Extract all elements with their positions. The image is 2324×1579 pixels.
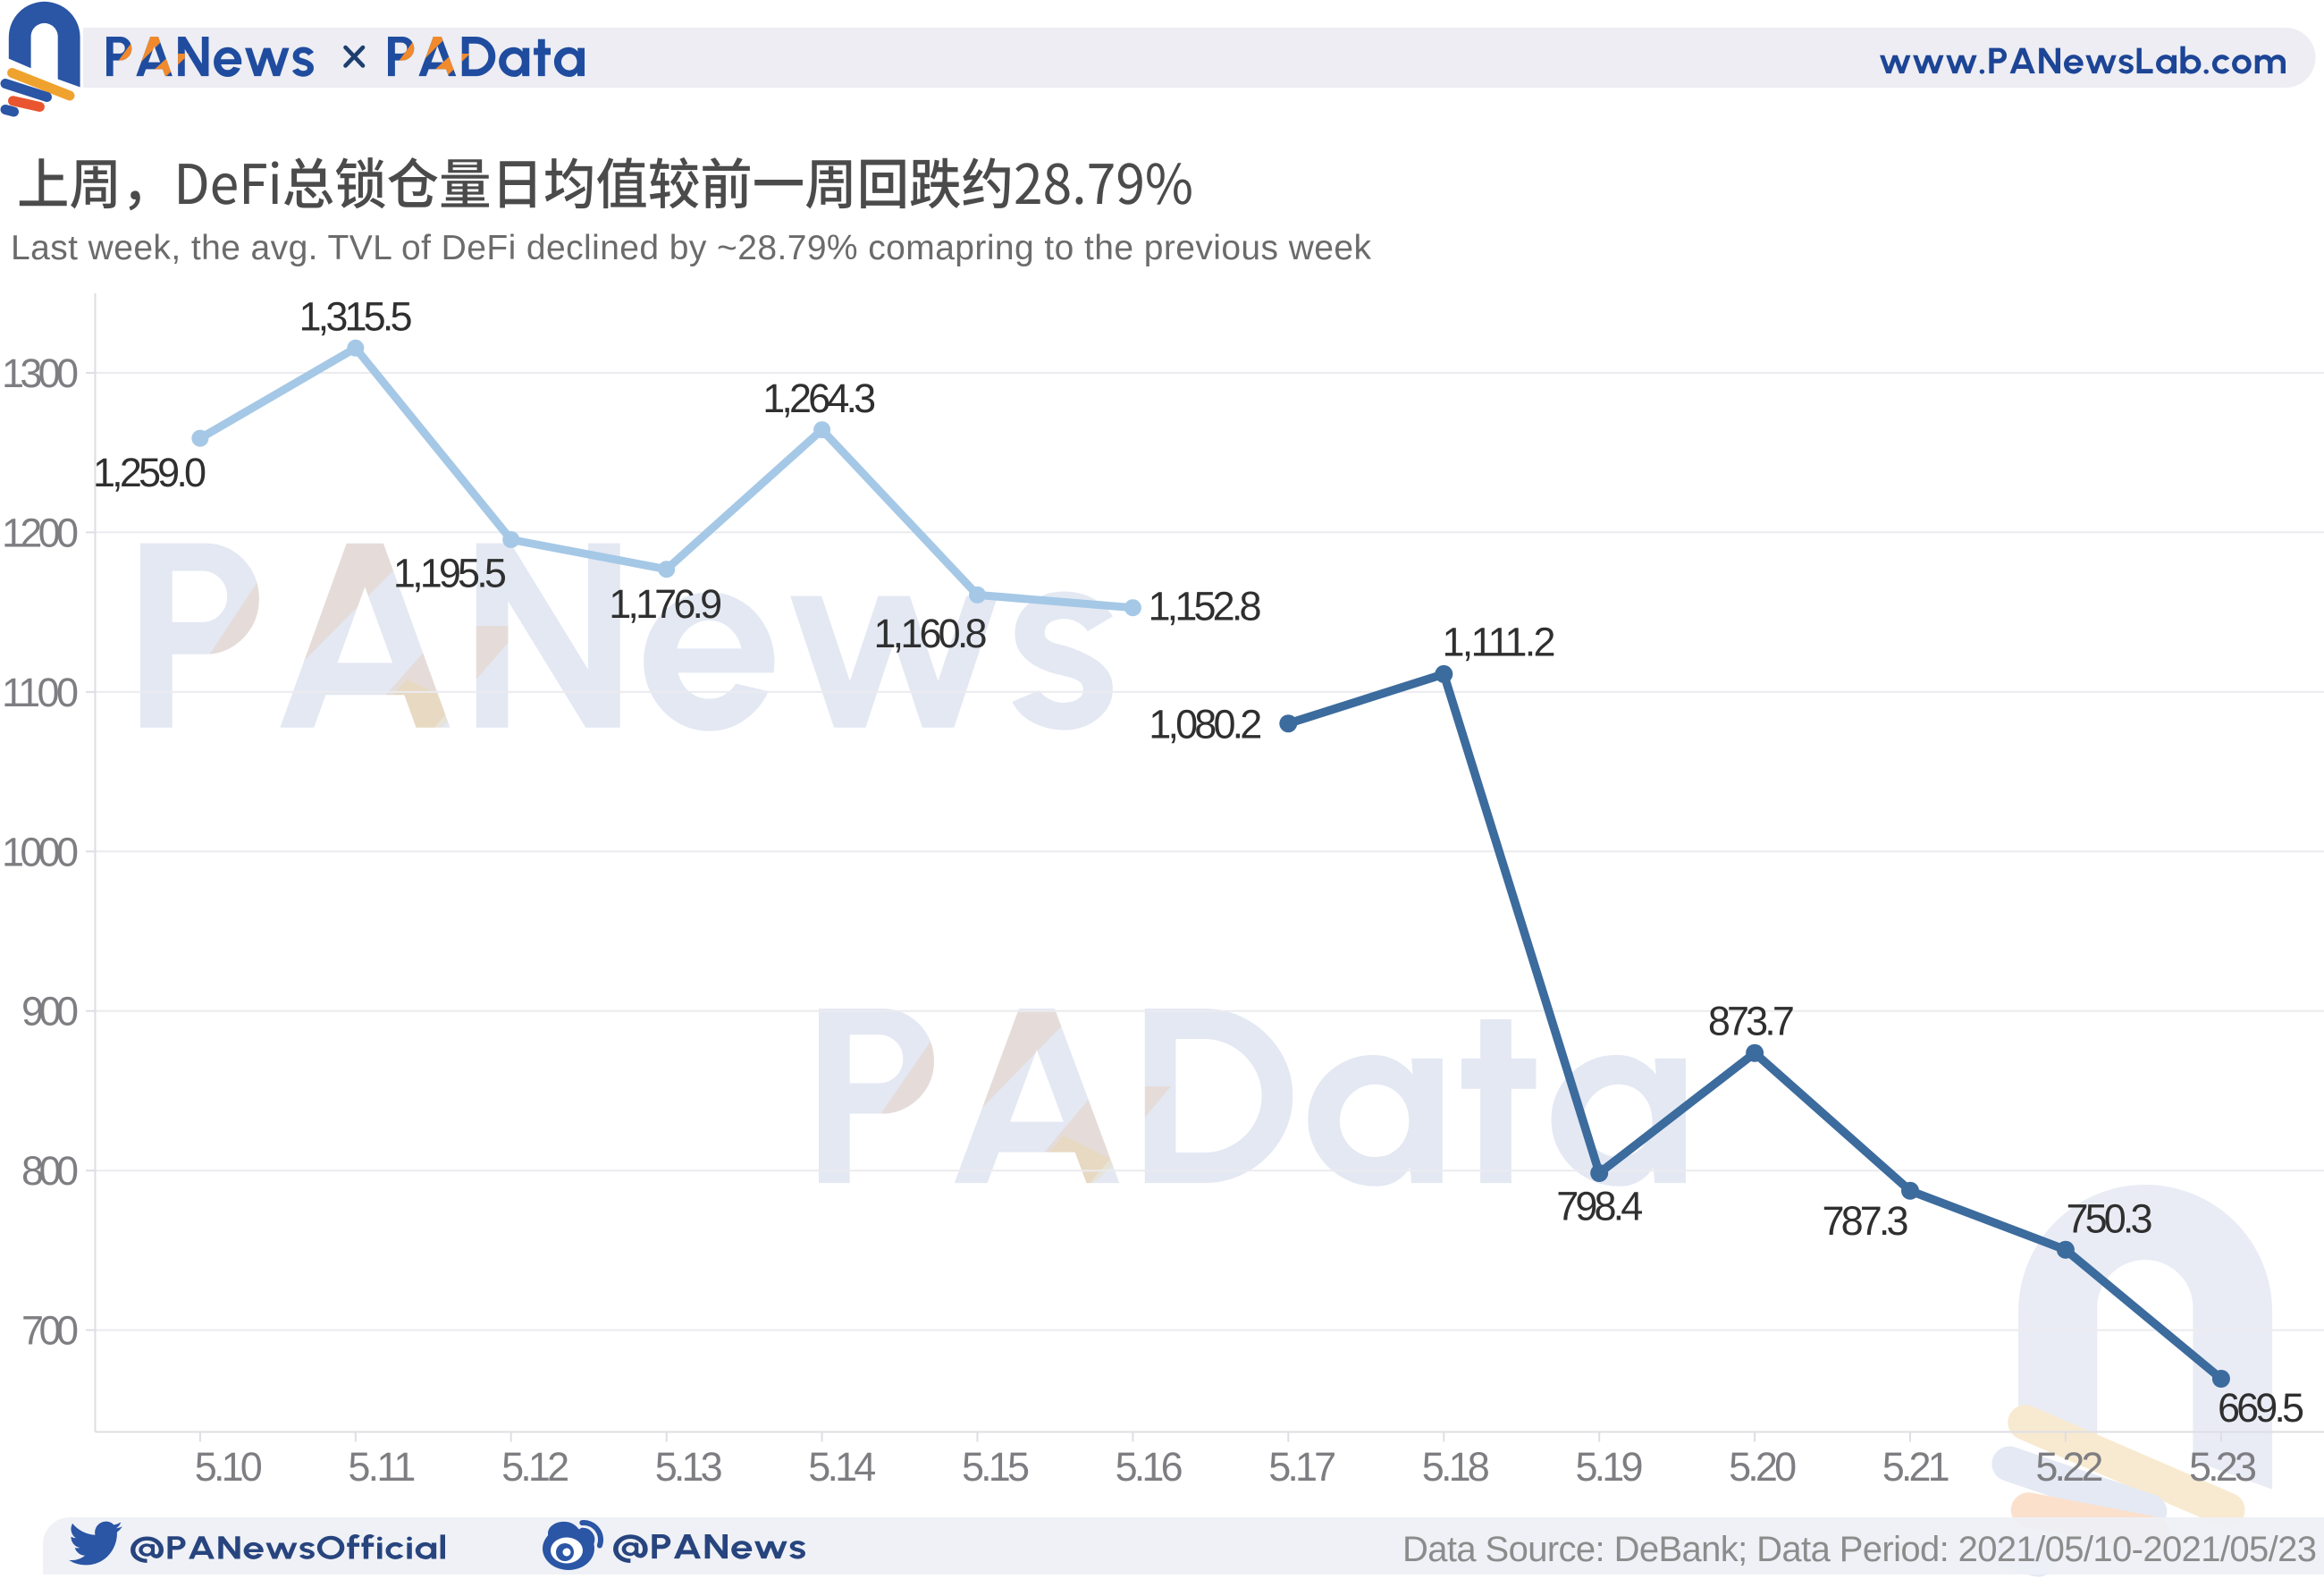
svg-text:5.11: 5.11: [348, 1444, 416, 1490]
svg-text:900: 900: [21, 989, 79, 1034]
svg-text:1200: 1200: [2, 510, 79, 555]
svg-text:1,080.2: 1,080.2: [1149, 702, 1262, 747]
svg-text:1100: 1100: [2, 670, 79, 715]
svg-text:798.4: 798.4: [1556, 1183, 1643, 1229]
svg-text:669.5: 669.5: [2218, 1385, 2304, 1431]
svg-text:5.21: 5.21: [1882, 1444, 1950, 1490]
svg-text:5.17: 5.17: [1268, 1444, 1336, 1490]
svg-text:1,176.9: 1,176.9: [609, 581, 722, 627]
svg-text:Last week, the avg. TVL of DeF: Last week, the avg. TVL of DeFi declined…: [11, 229, 1372, 267]
svg-text:1,264.3: 1,264.3: [762, 376, 876, 421]
svg-text:873.7: 873.7: [1708, 998, 1795, 1043]
svg-text:5.16: 5.16: [1116, 1444, 1183, 1490]
svg-text:1000: 1000: [2, 829, 79, 874]
svg-text:1,160.8: 1,160.8: [874, 611, 988, 656]
svg-text:787.3: 787.3: [1823, 1198, 1909, 1244]
svg-text:5.10: 5.10: [195, 1444, 263, 1490]
svg-text:700: 700: [21, 1308, 79, 1354]
svg-text:5.23: 5.23: [2189, 1444, 2257, 1490]
svg-text:800: 800: [21, 1148, 79, 1194]
svg-text:1,111.2: 1,111.2: [1443, 620, 1556, 665]
svg-text:5.18: 5.18: [1422, 1444, 1490, 1490]
svg-text:5.20: 5.20: [1729, 1444, 1797, 1490]
svg-text:5.22: 5.22: [2035, 1444, 2103, 1490]
svg-text:1,195.5: 1,195.5: [393, 551, 507, 596]
svg-text:750.3: 750.3: [2067, 1196, 2153, 1242]
svg-text:5.13: 5.13: [655, 1444, 723, 1490]
svg-text:Data Source: DeBank; Data Pe: Data Source: DeBank; Data Period: 2021/0…: [1402, 1530, 2317, 1569]
svg-text:5.15: 5.15: [962, 1444, 1030, 1490]
svg-text:5.14: 5.14: [808, 1444, 876, 1490]
svg-text:1,152.8: 1,152.8: [1149, 584, 1262, 629]
svg-text:5.19: 5.19: [1576, 1444, 1644, 1490]
svg-text:1,315.5: 1,315.5: [299, 294, 413, 340]
svg-text:5.12: 5.12: [501, 1444, 569, 1490]
svg-text:1,259.0: 1,259.0: [93, 450, 206, 495]
svg-text:1300: 1300: [2, 350, 79, 396]
